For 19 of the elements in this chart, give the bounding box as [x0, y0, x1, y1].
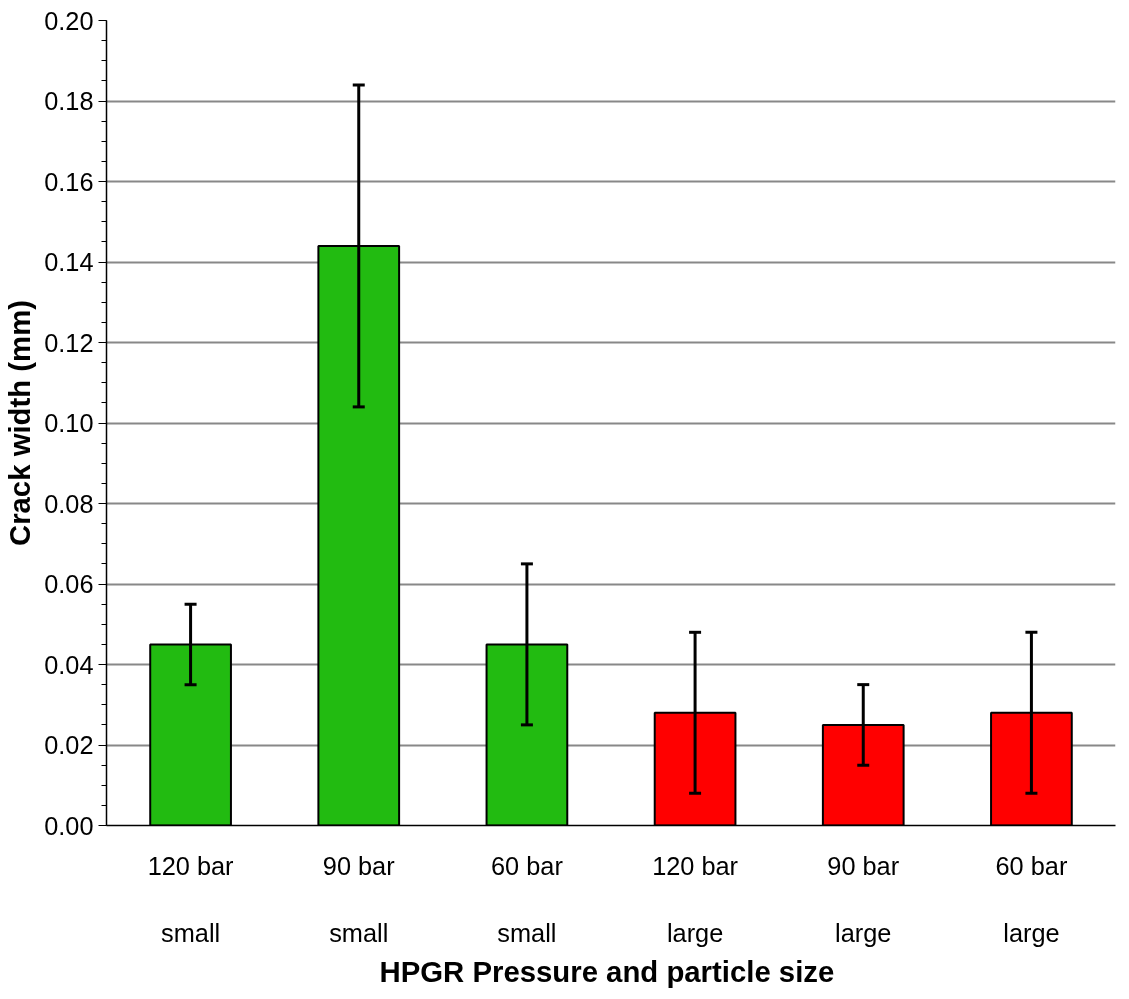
category-label: 60 bar small — [491, 851, 563, 947]
y-tick-label: 0.04 — [44, 650, 94, 679]
y-tick-label: 0.18 — [44, 87, 94, 115]
y-tick-label: 0.02 — [44, 731, 94, 759]
y-tick-label: 0.16 — [44, 167, 94, 196]
category-label: 90 bar small — [322, 851, 395, 947]
y-tick-label: 0.08 — [44, 489, 94, 518]
y-tick-label: 0.20 — [44, 6, 94, 35]
y-tick-label: 0.00 — [44, 811, 94, 840]
y-tick-label: 0.12 — [44, 328, 94, 357]
x-axis-title: HPGR Pressure and particle size — [379, 954, 835, 988]
y-tick-label: 0.14 — [44, 248, 94, 276]
category-label: 60 bar large — [995, 851, 1068, 947]
category-label: 90 bar large — [827, 851, 900, 947]
category-label: 120 bar small — [147, 851, 234, 947]
y-axis-title: Crack width (mm) — [3, 299, 37, 547]
y-tick-label: 0.10 — [44, 409, 94, 437]
category-label: 120 bar large — [652, 851, 739, 947]
y-tick-label: 0.06 — [44, 570, 94, 598]
